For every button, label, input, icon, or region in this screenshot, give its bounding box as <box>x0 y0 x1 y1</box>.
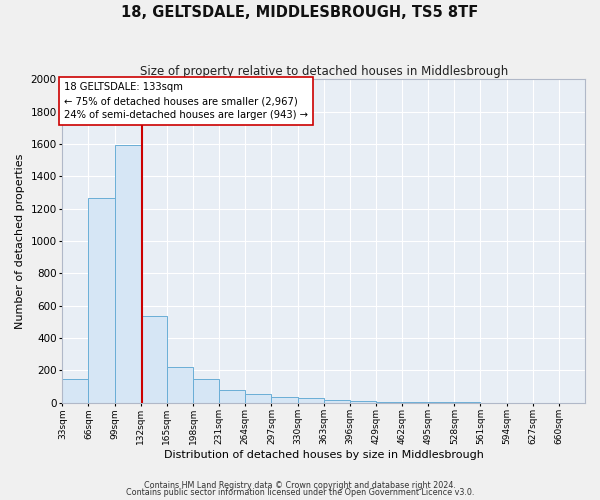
Text: 18 GELTSDALE: 133sqm
← 75% of detached houses are smaller (2,967)
24% of semi-de: 18 GELTSDALE: 133sqm ← 75% of detached h… <box>64 82 308 120</box>
Bar <box>115 146 141 402</box>
Bar <box>193 378 219 402</box>
Text: Contains HM Land Registry data © Crown copyright and database right 2024.: Contains HM Land Registry data © Crown c… <box>144 480 456 490</box>
Bar <box>298 398 323 402</box>
Bar <box>88 198 115 402</box>
Bar <box>350 401 376 402</box>
Bar <box>62 378 88 402</box>
Y-axis label: Number of detached properties: Number of detached properties <box>15 153 25 328</box>
X-axis label: Distribution of detached houses by size in Middlesbrough: Distribution of detached houses by size … <box>164 450 484 460</box>
Bar <box>167 368 193 402</box>
Bar <box>141 316 167 402</box>
Text: 18, GELTSDALE, MIDDLESBROUGH, TS5 8TF: 18, GELTSDALE, MIDDLESBROUGH, TS5 8TF <box>121 5 479 20</box>
Bar <box>323 400 350 402</box>
Bar <box>245 394 271 402</box>
Title: Size of property relative to detached houses in Middlesbrough: Size of property relative to detached ho… <box>140 65 508 78</box>
Text: Contains public sector information licensed under the Open Government Licence v3: Contains public sector information licen… <box>126 488 474 497</box>
Bar <box>219 390 245 402</box>
Bar <box>271 396 298 402</box>
